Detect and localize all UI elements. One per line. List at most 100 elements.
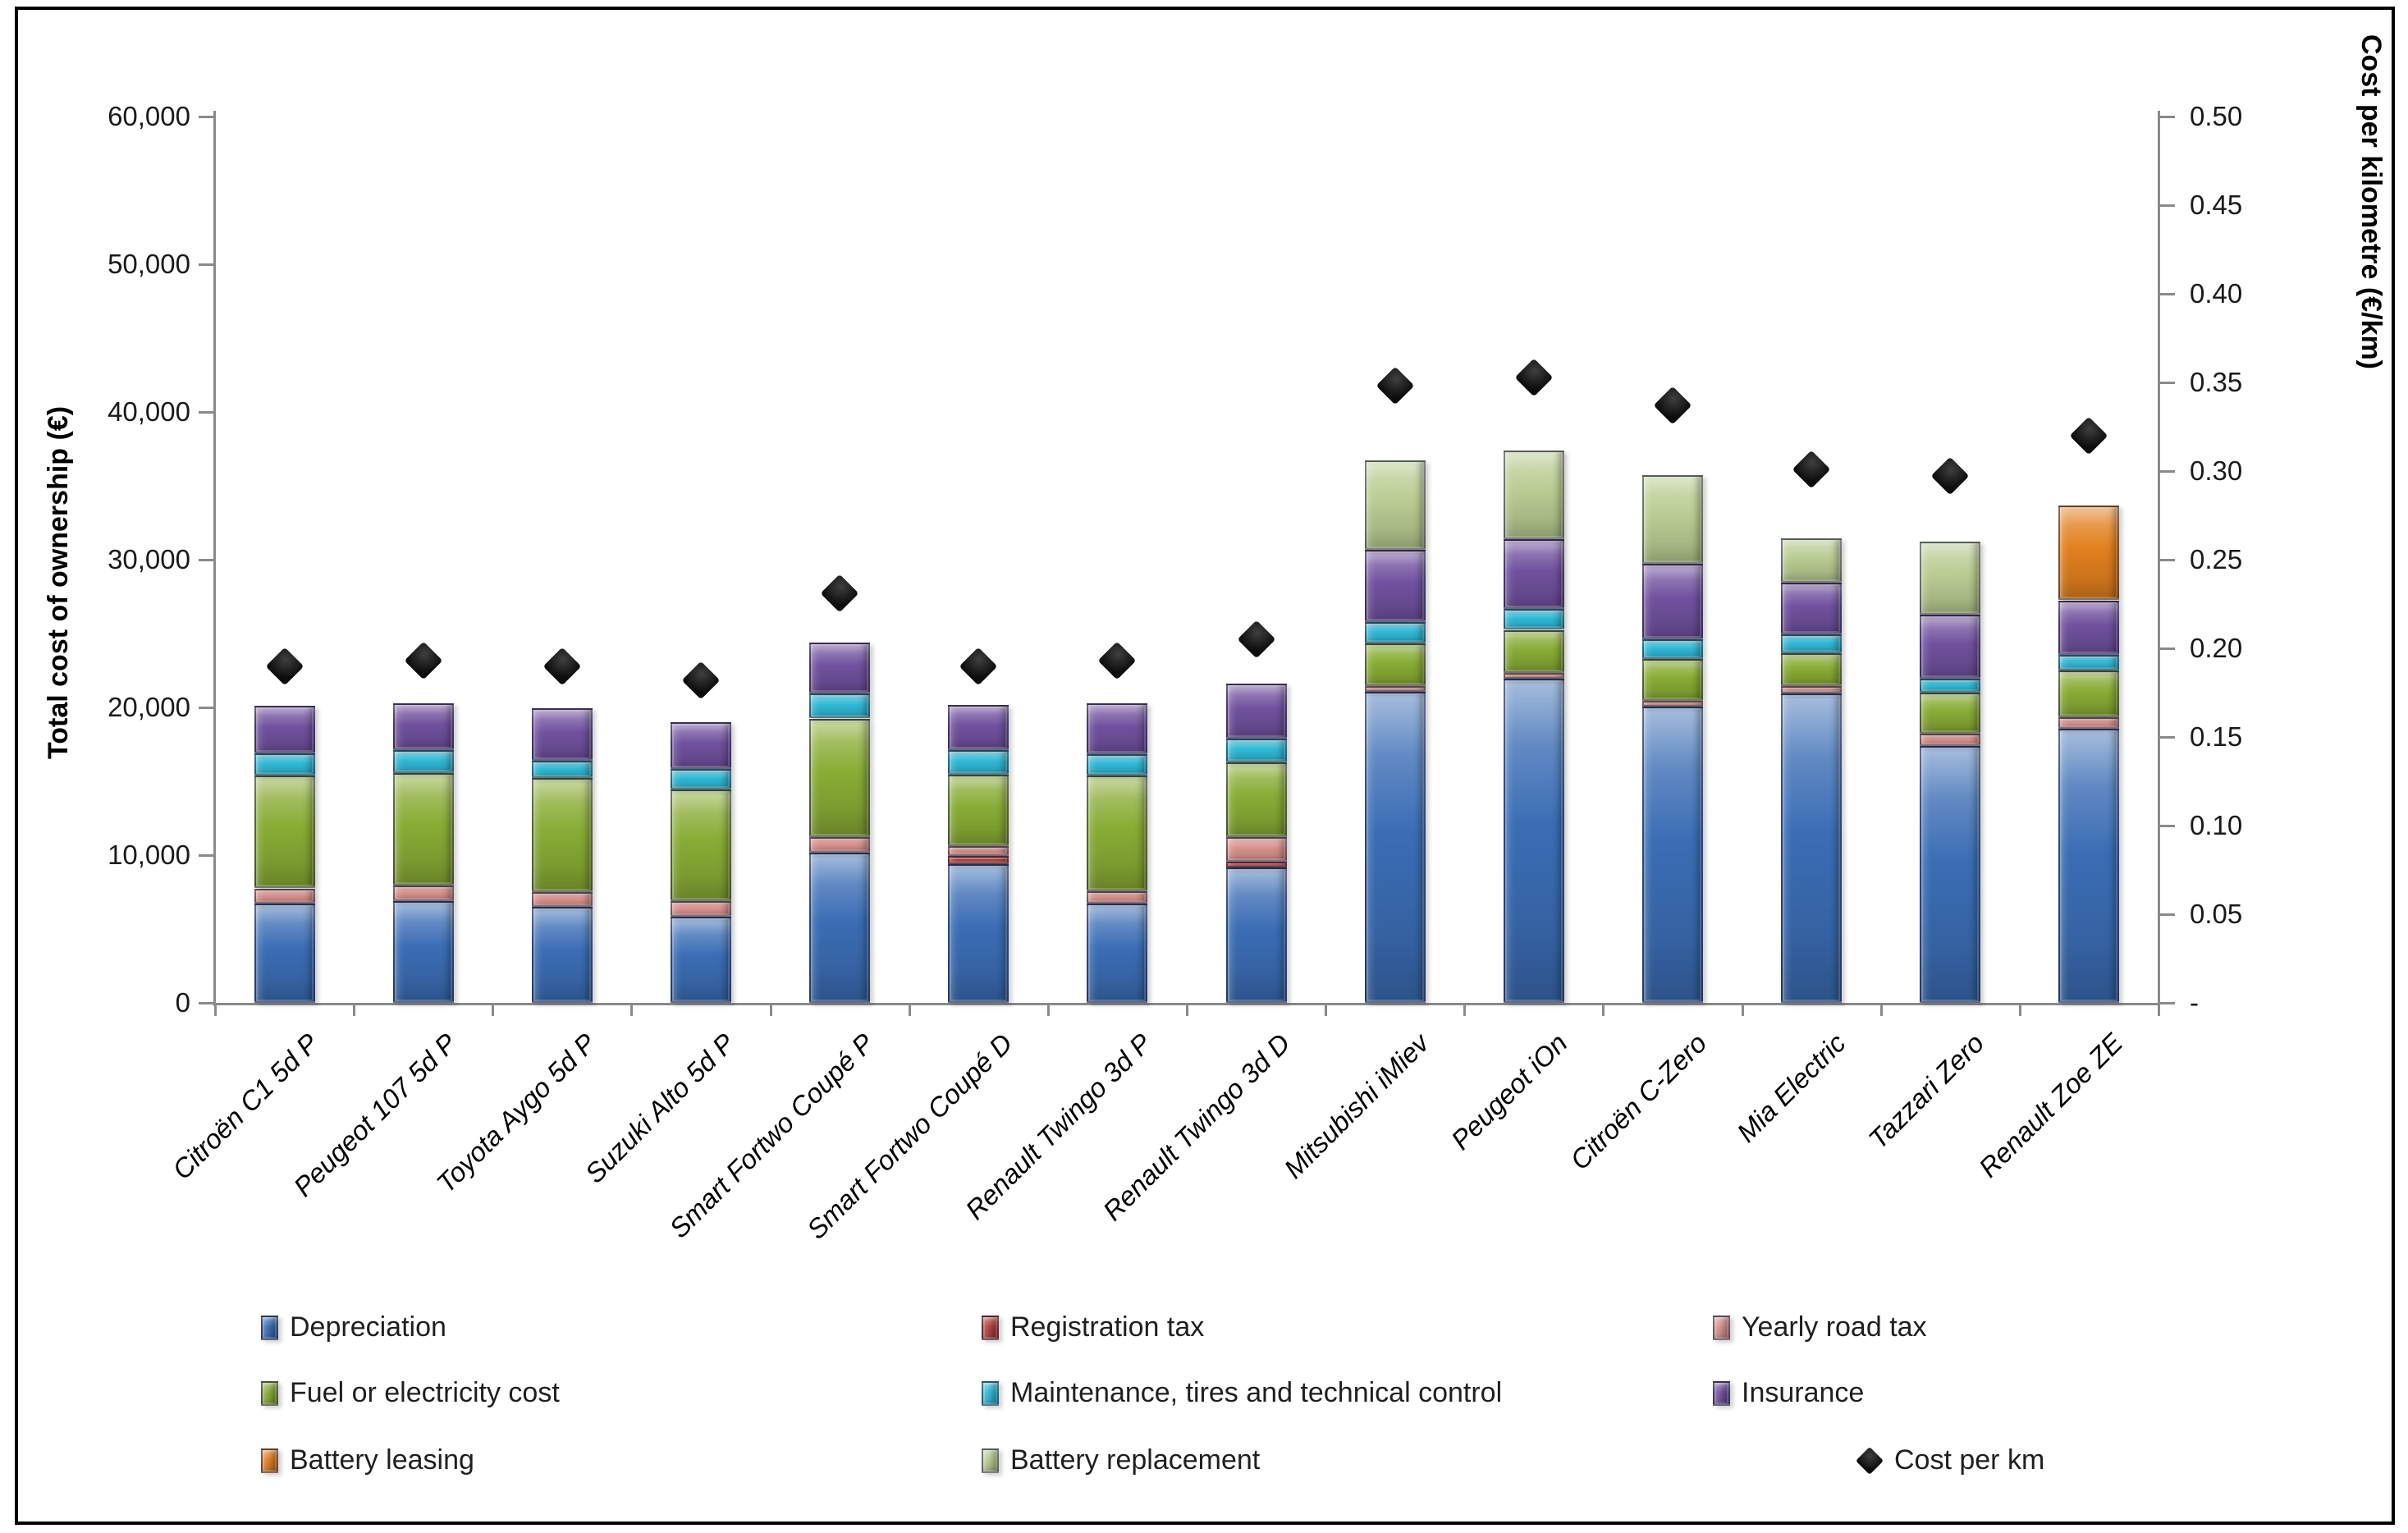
left-axis-tick-label: 60,000 xyxy=(108,101,190,131)
bar-segment-maintenance xyxy=(1781,634,1843,654)
right-axis-tick-label: 0.45 xyxy=(2190,190,2243,220)
bar-segment-battery_replacement xyxy=(1364,460,1426,551)
right-axis-tick-label: 0.50 xyxy=(2190,101,2243,131)
bar-segment-depreciation xyxy=(1225,867,1287,1003)
left-axis-tick-mark xyxy=(199,854,215,857)
right-axis-tick-label: 0.15 xyxy=(2190,721,2243,752)
right-axis-tick-label: 0.35 xyxy=(2190,367,2243,397)
x-axis-tick-mark xyxy=(353,1003,356,1016)
right-axis-tick-mark xyxy=(2159,204,2175,207)
bar-segment-depreciation xyxy=(1364,692,1426,1003)
right-axis-tick-mark xyxy=(2159,293,2175,295)
left-axis-tick-mark xyxy=(199,707,215,709)
bar-segment-depreciation xyxy=(392,900,454,1003)
bar-segment-maintenance xyxy=(1920,678,1981,693)
legend-swatch-registration_tax xyxy=(982,1315,999,1340)
legend-item-depreciation: Depreciation xyxy=(261,1311,446,1343)
bar-segment-battery_leasing xyxy=(2058,506,2120,601)
cost-per-km-legend-icon xyxy=(1856,1446,1884,1475)
right-axis-tick-mark xyxy=(2159,736,2175,739)
bar-segment-fuel_or_electricity xyxy=(671,789,731,901)
bar-segment-fuel_or_electricity xyxy=(1503,629,1564,673)
right-axis-tick-mark xyxy=(2159,825,2175,827)
bar-segment-depreciation xyxy=(1781,693,1843,1003)
legend-label: Registration tax xyxy=(1010,1311,1205,1343)
x-axis-tick-mark xyxy=(492,1003,495,1016)
right-axis-tick-label: 0.10 xyxy=(2190,810,2243,840)
legend-item-fuel_or_electricity: Fuel or electricity cost xyxy=(261,1377,560,1409)
bar-segment-depreciation xyxy=(1920,745,1981,1003)
right-y-axis-line xyxy=(2158,111,2160,1006)
x-axis-tick-mark xyxy=(630,1003,634,1016)
legend-label: Battery leasing xyxy=(290,1444,474,1476)
bar-segment-insurance xyxy=(531,707,593,761)
bar-segment-yearly_road_tax xyxy=(1225,837,1287,863)
bar-segment-yearly_road_tax xyxy=(948,846,1009,856)
legend-item-battery_leasing: Battery leasing xyxy=(261,1444,474,1476)
bar-segment-yearly_road_tax xyxy=(671,900,731,917)
bar-segment-maintenance xyxy=(254,753,315,776)
bar-segment-depreciation xyxy=(1642,707,1703,1003)
bar-segment-maintenance xyxy=(1225,738,1287,762)
bar-segment-registration_tax xyxy=(948,855,1009,864)
legend-label: Yearly road tax xyxy=(1742,1311,1927,1343)
bar-segment-insurance xyxy=(1781,582,1843,634)
left-y-axis-line xyxy=(213,111,216,1006)
left-axis-tick-mark xyxy=(199,116,215,118)
x-axis-tick-mark xyxy=(1325,1003,1328,1016)
bar-segment-insurance xyxy=(1364,550,1426,622)
bar-segment-fuel_or_electricity xyxy=(1920,693,1981,734)
right-axis-tick-mark xyxy=(2159,1002,2175,1004)
right-axis-tick-label: 0.05 xyxy=(2190,899,2243,929)
bar-segment-battery_replacement xyxy=(1503,450,1564,539)
left-axis-tick-mark xyxy=(199,263,215,266)
bar-segment-insurance xyxy=(1087,702,1148,754)
legend-swatch-battery_leasing xyxy=(261,1448,278,1473)
x-axis-tick-mark xyxy=(908,1003,911,1016)
bar-segment-insurance xyxy=(254,706,315,753)
legend-item-maintenance: Maintenance, tires and technical control xyxy=(982,1377,1502,1409)
bar-segment-yearly_road_tax xyxy=(1642,700,1703,707)
bar-segment-depreciation xyxy=(809,853,871,1003)
bar-segment-battery_replacement xyxy=(1642,475,1703,565)
bar-segment-maintenance xyxy=(1642,639,1703,659)
bar-segment-fuel_or_electricity xyxy=(1225,762,1287,838)
bar-segment-fuel_or_electricity xyxy=(1364,643,1426,686)
bar-segment-insurance xyxy=(1225,684,1287,739)
legend-item-cost_per_km: Cost per km xyxy=(1856,1444,2044,1476)
x-axis-tick-mark xyxy=(1741,1003,1744,1016)
left-axis-tick-mark xyxy=(199,1002,215,1004)
bar-segment-depreciation xyxy=(254,904,315,1003)
legend-item-insurance: Insurance xyxy=(1713,1377,1864,1409)
bar-segment-insurance xyxy=(671,722,731,769)
bar-segment-depreciation xyxy=(948,863,1009,1003)
legend-label: Battery replacement xyxy=(1010,1444,1261,1476)
bar-segment-battery_replacement xyxy=(1781,538,1843,583)
bar-segment-fuel_or_electricity xyxy=(2058,670,2120,717)
x-axis-tick-mark xyxy=(1602,1003,1605,1016)
legend-swatch-fuel_or_electricity xyxy=(261,1380,278,1406)
bar-segment-fuel_or_electricity xyxy=(1087,775,1148,892)
bar-segment-yearly_road_tax xyxy=(1781,685,1843,693)
legend-label: Fuel or electricity cost xyxy=(290,1377,560,1408)
legend-swatch-battery_replacement xyxy=(982,1448,999,1473)
bar-segment-maintenance xyxy=(671,768,731,789)
left-axis-tick-mark xyxy=(199,559,215,561)
right-axis-tick-label: 0.25 xyxy=(2190,544,2243,574)
bar-segment-insurance xyxy=(1642,564,1703,640)
bar-segment-yearly_road_tax xyxy=(392,885,454,901)
bar-segment-fuel_or_electricity xyxy=(531,778,593,892)
bar-segment-yearly_road_tax xyxy=(1920,734,1981,746)
legend-label: Insurance xyxy=(1742,1377,1865,1408)
legend-label: Cost per km xyxy=(1894,1444,2045,1476)
bar-segment-depreciation xyxy=(1503,678,1564,1003)
bar-segment-yearly_road_tax xyxy=(531,892,593,907)
bar-segment-insurance xyxy=(809,642,871,693)
bar-segment-fuel_or_electricity xyxy=(1781,653,1843,686)
legend-swatch-depreciation xyxy=(261,1315,278,1340)
bar-segment-yearly_road_tax xyxy=(2058,716,2120,730)
legend-swatch-maintenance xyxy=(982,1380,999,1406)
x-axis-tick-mark xyxy=(1186,1003,1188,1016)
legend-swatch-yearly_road_tax xyxy=(1713,1315,1730,1340)
bar-segment-yearly_road_tax xyxy=(1087,891,1148,904)
